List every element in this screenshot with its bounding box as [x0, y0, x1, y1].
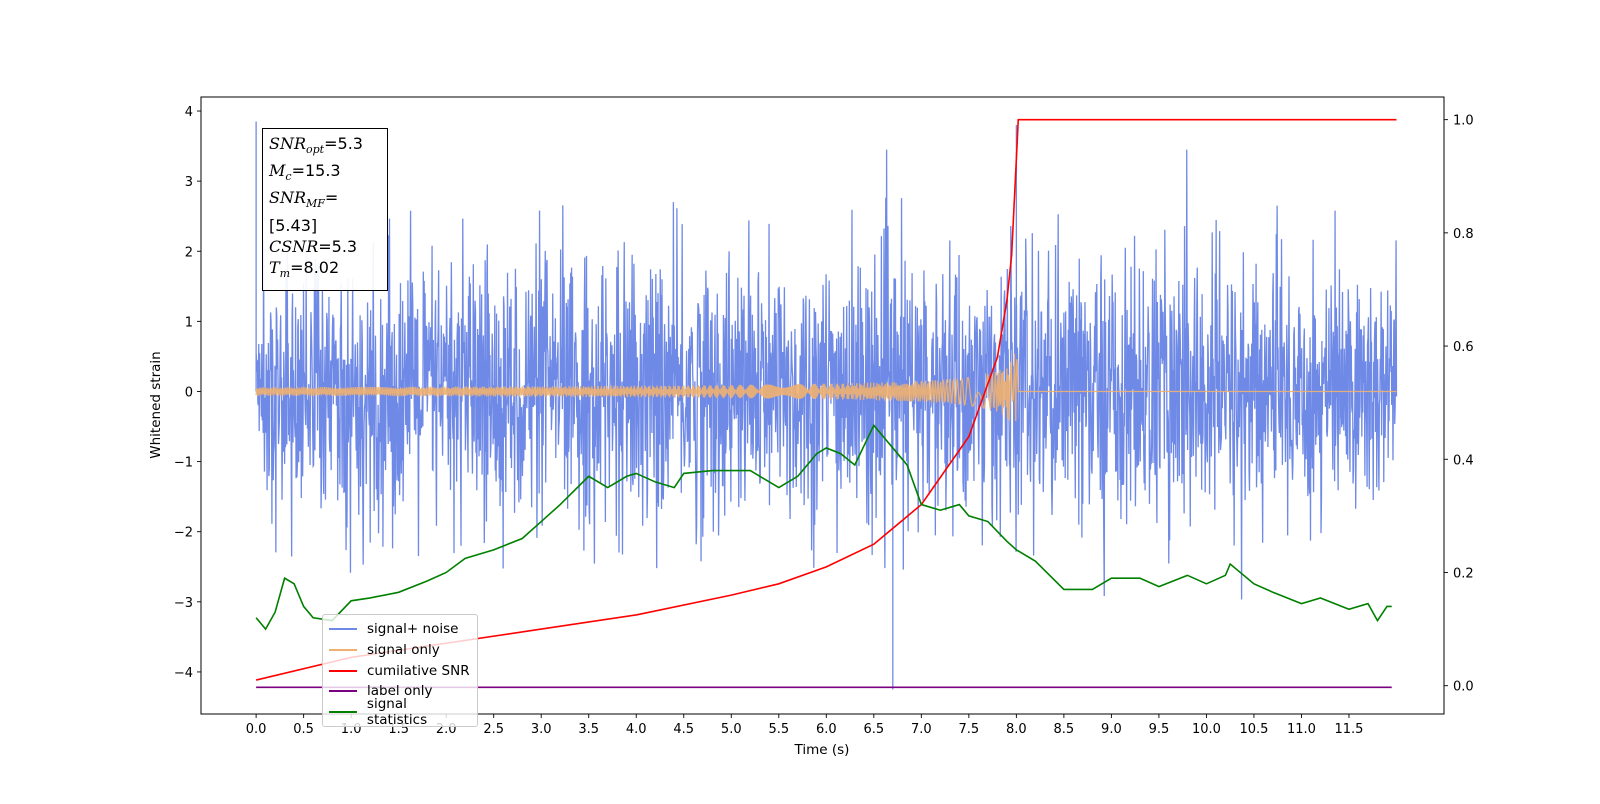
y-tick-label: −1	[174, 456, 193, 471]
annotation-value: =5.3	[318, 236, 358, 256]
x-tick-label: 7.5	[959, 722, 980, 737]
series-line	[255, 423, 1392, 631]
legend-item: signal only	[329, 640, 471, 661]
annotation-subscript: opt	[306, 143, 325, 157]
legend-item: signal+ noise	[329, 619, 471, 640]
y-tick-label: −3	[174, 596, 193, 611]
parameter-annotation-box: SNRopt=5.3 Mc=15.3 SNRMF=[5.43] CSNR=5.3 Tm=…	[262, 128, 388, 291]
series-layer	[255, 118, 1398, 690]
legend-label: signal only	[367, 642, 440, 659]
x-axis: 0.0 0.5 1.0 1.5 2.0 2.5 3.0 3.5 4.0 4.5 5.0 5.5 6.0 6…	[246, 714, 1363, 737]
y-tick-label: 0	[185, 385, 193, 400]
legend-label: label only	[367, 683, 433, 700]
x-tick-label: 11.0	[1287, 722, 1316, 737]
legend-swatch	[329, 628, 357, 631]
x-tick-label: 9.5	[1149, 722, 1170, 737]
x-tick-label: 6.0	[816, 722, 837, 737]
annotation-value: =5.3	[324, 134, 363, 153]
y-tick-label: 1	[185, 315, 193, 330]
annotation-row: CSNR=5.3	[269, 236, 381, 257]
series-cumilative-snr	[255, 118, 1397, 681]
y-tick-label: 3	[185, 175, 193, 190]
legend-swatch	[329, 669, 357, 672]
series-signal-statistics	[255, 423, 1392, 631]
legend-item: label only	[329, 681, 471, 702]
y2-tick-label: 0.4	[1453, 453, 1474, 468]
series-line	[255, 149, 1398, 600]
annotation-symbol: T	[269, 257, 280, 277]
annotation-symbol: SNR	[269, 134, 307, 153]
annotation-value: =15.3	[291, 161, 341, 181]
y2-tick-label: 1.0	[1453, 114, 1474, 129]
annotation-symbol: CSNR	[269, 236, 319, 256]
annotation-row: SNRopt=5.3	[269, 133, 381, 160]
x-tick-label: 0.5	[293, 722, 314, 737]
y-axis-label: Whitened strain	[148, 351, 164, 458]
legend-swatch	[329, 649, 357, 652]
x-tick-label: 6.5	[863, 722, 884, 737]
x-tick-label: 10.0	[1192, 722, 1221, 737]
x-tick-label: 8.0	[1006, 722, 1027, 737]
annotation-value: =8.02	[290, 257, 340, 277]
legend: signal+ noise signal only cumilative SNR la…	[322, 614, 478, 728]
x-tick-label: 5.0	[721, 722, 742, 737]
y-axis-right: 1.0 0.8 0.6 0.4 0.2 0.0	[1444, 114, 1474, 695]
x-tick-label: 0.0	[246, 722, 267, 737]
y-tick-label: 2	[185, 245, 193, 260]
legend-label: signal+ noise	[367, 621, 459, 638]
legend-label: cumilative SNR	[367, 662, 470, 679]
x-tick-label: 4.0	[626, 722, 647, 737]
y2-tick-label: 0.6	[1453, 340, 1474, 355]
annotation-row: Mc=15.3	[269, 160, 381, 187]
x-tick-label: 4.5	[673, 722, 694, 737]
series-line	[255, 118, 1397, 681]
y2-tick-label: 0.2	[1453, 566, 1474, 581]
x-tick-label: 3.5	[578, 722, 599, 737]
x-tick-label: 5.5	[768, 722, 789, 737]
legend-swatch	[329, 690, 357, 693]
plot-frame	[200, 96, 1445, 715]
series-signal-only	[255, 353, 1397, 422]
y-axis-left: 4 3 2 1 0 −1 −2 −3 −4	[174, 105, 201, 681]
annotation-row: Tm=8.02	[269, 257, 381, 284]
annotation-row: SNRMF=[5.43]	[269, 187, 381, 235]
x-axis-label: Time (s)	[794, 742, 850, 758]
y2-tick-label: 0.0	[1453, 680, 1474, 695]
annotation-subscript: MF	[306, 197, 325, 211]
annotation-symbol: M	[269, 161, 286, 181]
y-tick-label: 4	[185, 105, 193, 120]
annotation-symbol: SNR	[269, 188, 307, 208]
x-tick-label: 3.0	[531, 722, 552, 737]
y2-tick-label: 0.8	[1453, 227, 1474, 242]
y-tick-label: −2	[174, 526, 193, 541]
x-tick-label: 9.0	[1101, 722, 1122, 737]
series-line	[255, 353, 1397, 422]
legend-swatch	[329, 711, 357, 714]
x-tick-label: 11.5	[1334, 722, 1363, 737]
x-tick-label: 8.5	[1054, 722, 1075, 737]
y-tick-label: −4	[174, 666, 193, 681]
x-tick-label: 2.5	[483, 722, 504, 737]
series-signal-noise	[255, 121, 1398, 690]
annotation-subscript: m	[279, 266, 291, 280]
annotation-subscript: c	[285, 170, 292, 184]
x-tick-label: 10.5	[1239, 722, 1268, 737]
legend-item: signal statistics	[329, 696, 471, 728]
legend-label: signal statistics	[366, 696, 428, 729]
x-tick-label: 7.0	[911, 722, 932, 737]
annotation-value: =[5.43]	[269, 188, 339, 235]
legend-item: cumilative SNR	[329, 660, 471, 681]
